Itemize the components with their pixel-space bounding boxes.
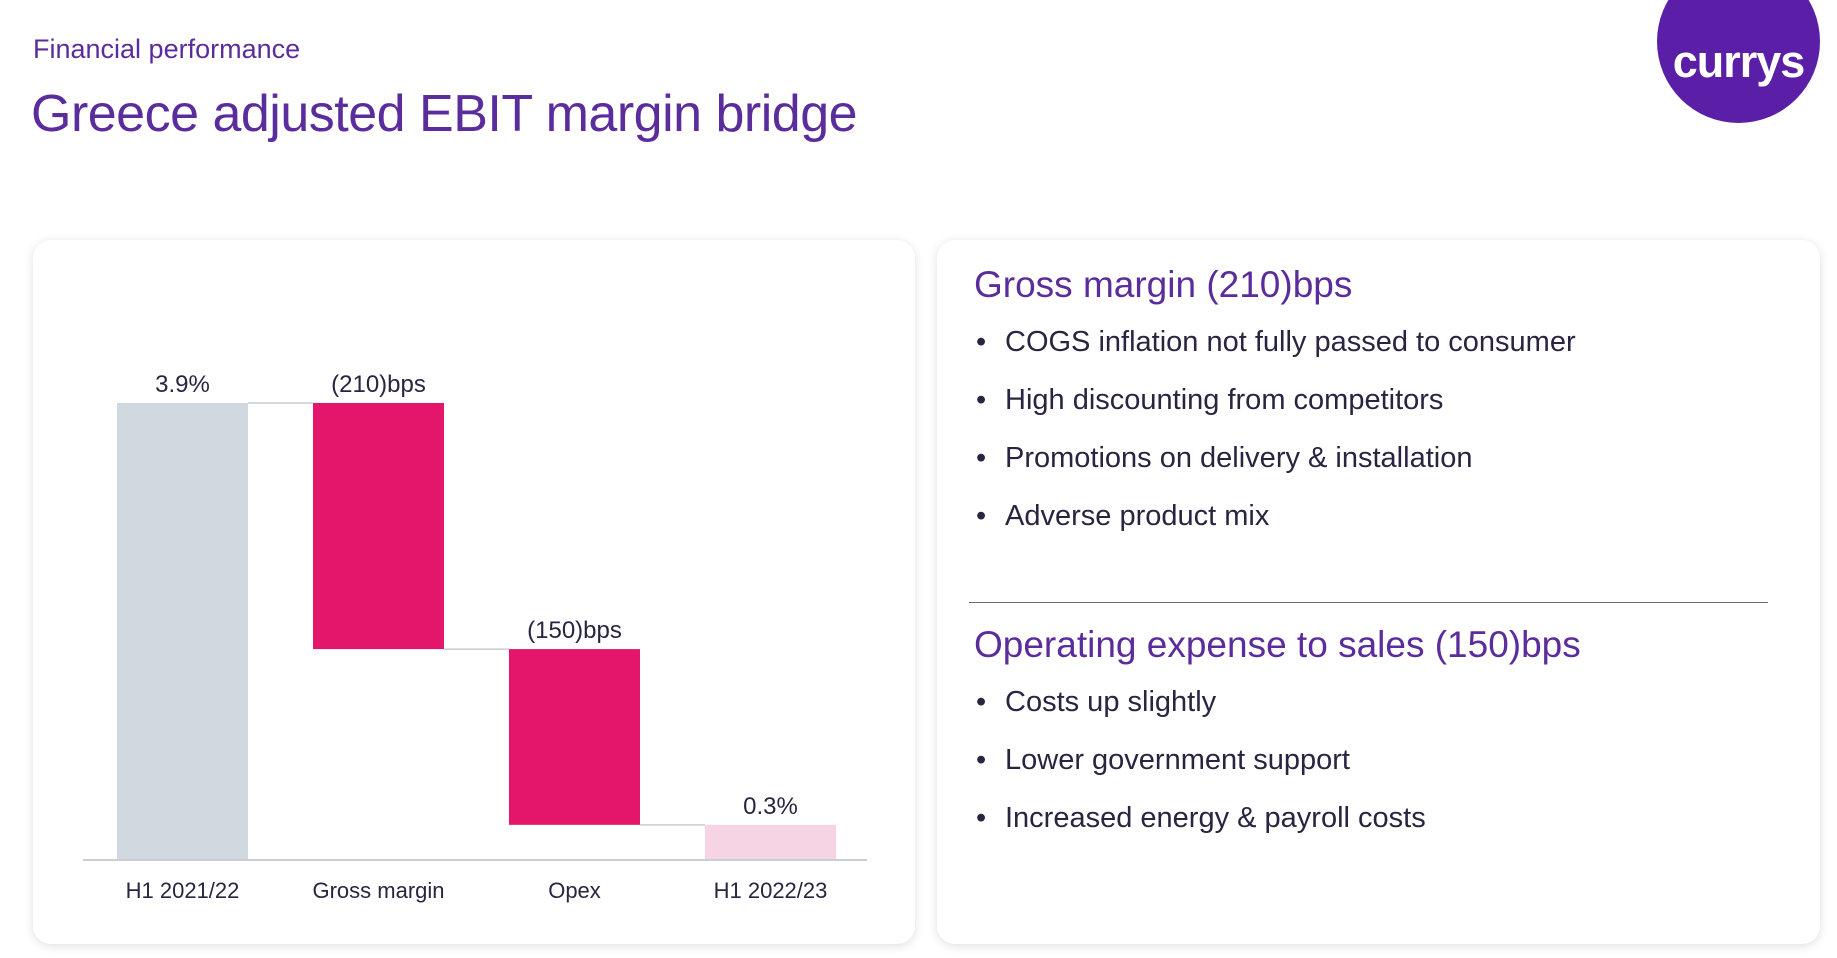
commentary-card: Gross margin (210)bps COGS inflation not… bbox=[937, 240, 1820, 944]
bullet-item: Promotions on delivery & installation bbox=[974, 441, 1576, 499]
bullet-item: Increased energy & payroll costs bbox=[974, 801, 1426, 859]
section-divider bbox=[969, 602, 1768, 603]
bullet-item: High discounting from competitors bbox=[974, 383, 1576, 441]
gross-margin-bullets: COGS inflation not fully passed to consu… bbox=[974, 325, 1576, 557]
logo-text: currys bbox=[1672, 35, 1806, 87]
bullet-item: Costs up slightly bbox=[974, 685, 1426, 743]
waterfall-chart: 3.9% H1 2021/22 (210)bps Gross margin (150)b… bbox=[83, 371, 867, 903]
data-label: 3.9% bbox=[155, 371, 210, 398]
bar-opex bbox=[509, 649, 640, 825]
gross-margin-heading: Gross margin (210)bps bbox=[974, 264, 1353, 305]
currys-logo: currys bbox=[1657, 0, 1820, 123]
category-label: Gross margin bbox=[312, 878, 444, 903]
category-label: H1 2022/23 bbox=[714, 878, 828, 903]
opex-heading: Operating expense to sales (150)bps bbox=[974, 624, 1581, 665]
chart-card: 3.9% H1 2021/22 (210)bps Gross margin (150)b… bbox=[33, 240, 915, 944]
bar-h1-2021-22 bbox=[117, 403, 248, 860]
category-label: Opex bbox=[548, 878, 601, 903]
bar-gross-margin bbox=[313, 403, 444, 650]
bullet-item: COGS inflation not fully passed to consu… bbox=[974, 325, 1576, 383]
category-label: H1 2021/22 bbox=[126, 878, 240, 903]
data-label: 0.3% bbox=[743, 793, 798, 820]
data-label: (150)bps bbox=[527, 617, 622, 644]
bullet-item: Adverse product mix bbox=[974, 499, 1576, 557]
opex-bullets: Costs up slightly Lower government suppo… bbox=[974, 685, 1426, 859]
bar-h1-2022-23 bbox=[705, 824, 836, 860]
data-label: (210)bps bbox=[331, 371, 426, 398]
page-title: Greece adjusted EBIT margin bridge bbox=[31, 85, 858, 143]
section-eyebrow: Financial performance bbox=[33, 34, 301, 64]
bullet-item: Lower government support bbox=[974, 743, 1426, 801]
